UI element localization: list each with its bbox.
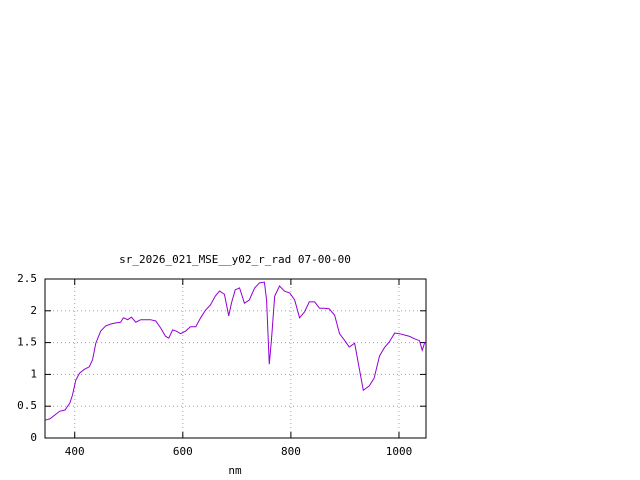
x-tick-label: 400 <box>65 445 85 458</box>
x-tick-label: 800 <box>281 445 301 458</box>
plot-frame <box>44 278 427 439</box>
y-tick-label: 1 <box>30 367 37 380</box>
x-axis-label: nm <box>228 464 242 477</box>
y-tick-label: 0 <box>30 431 37 444</box>
y-tick-label: 2.5 <box>17 272 37 285</box>
y-tick-label: 1.5 <box>17 336 37 349</box>
x-tick-label: 600 <box>173 445 193 458</box>
y-tick-label: 0.5 <box>17 399 37 412</box>
y-tick-label: 2 <box>30 304 37 317</box>
data-line <box>44 281 426 421</box>
chart-title: sr_2026_021_MSE__y02_r_rad 07-00-00 <box>119 253 351 266</box>
x-tick-label: 1000 <box>386 445 413 458</box>
